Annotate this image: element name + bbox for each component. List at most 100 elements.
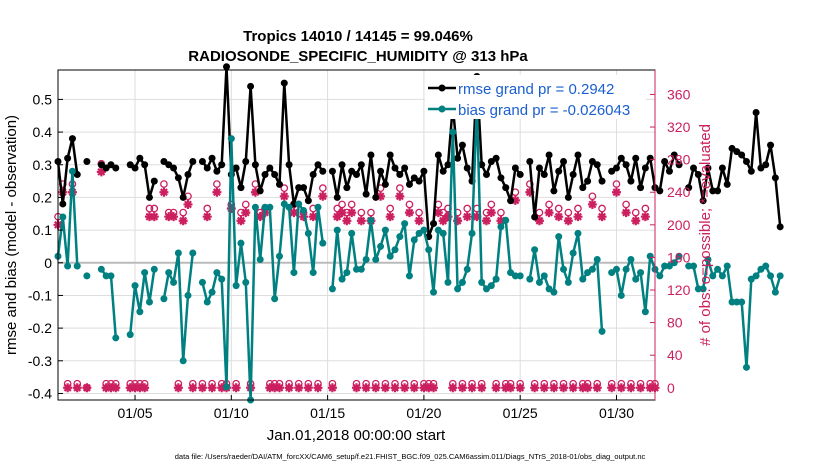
rmse-marker (401, 164, 409, 172)
bias-marker (661, 262, 669, 270)
x-tick-label: 01/10 (214, 405, 249, 421)
evaluated-marker (525, 187, 535, 197)
bias-marker (617, 291, 625, 299)
bias-marker (145, 298, 153, 306)
possible-marker (641, 204, 650, 213)
chart-title-line1: Tropics 14010 / 14145 = 99.046% (243, 28, 473, 45)
rmse-marker (256, 187, 264, 195)
evaluated-marker (404, 208, 414, 218)
bias-marker (232, 282, 240, 290)
bias-marker (704, 256, 712, 264)
rmse-marker (767, 141, 775, 149)
evaluated-marker (616, 383, 626, 393)
rmse-marker (632, 154, 640, 162)
bias-marker (256, 256, 264, 264)
evaluated-marker (472, 212, 482, 222)
bias-marker (641, 308, 649, 316)
bias-marker (174, 249, 182, 257)
evaluated-marker (140, 383, 150, 393)
evaluated-marker (621, 208, 631, 218)
rmse-marker (415, 177, 423, 185)
rmse-marker (232, 164, 240, 172)
possible-marker (318, 184, 327, 192)
y-right-tick-label: 240 (667, 184, 691, 200)
bias-marker (526, 275, 534, 283)
possible-marker (497, 208, 505, 217)
rmse-marker (747, 167, 755, 175)
bias-marker (598, 327, 606, 335)
x-axis: 01/05 01/10 01/15 01/20 01/25 01/30 (118, 395, 634, 421)
rmse-marker (141, 161, 149, 169)
rmse-marker (675, 161, 683, 169)
possible-marker (487, 200, 496, 209)
bias-marker (405, 272, 413, 280)
evaluated-marker (135, 383, 145, 393)
evaluated-marker (255, 212, 265, 222)
bias-marker (208, 288, 216, 296)
rmse-marker (564, 193, 572, 201)
rmse-marker (372, 193, 380, 201)
rmse-marker (261, 171, 269, 179)
bias-marker (714, 265, 722, 273)
rmse-marker (776, 223, 784, 231)
grid (58, 70, 655, 400)
bias-marker (535, 278, 543, 286)
rmse-marker (208, 154, 216, 162)
evaluated-marker (438, 216, 448, 226)
rmse-marker (526, 157, 534, 165)
x-tick-label: 01/15 (310, 405, 345, 421)
y-left-tick-label: 0.2 (33, 189, 53, 205)
evaluated-marker (111, 383, 121, 393)
evaluated-marker (409, 383, 419, 393)
bias-marker (656, 272, 664, 280)
rmse-marker (131, 164, 139, 172)
possible-marker (415, 208, 423, 217)
rmse-marker (771, 174, 779, 182)
rmse-marker (271, 171, 279, 179)
legend-rmse-marker (438, 84, 446, 92)
evaluated-marker (299, 212, 309, 222)
evaluated-marker (380, 383, 390, 393)
bias-marker (767, 272, 775, 280)
rmse-marker (742, 157, 750, 165)
bias-marker (637, 269, 645, 277)
y-left-tick-label: -0.2 (28, 320, 52, 336)
rmse-marker (136, 154, 144, 162)
possible-marker (386, 204, 395, 213)
evaluated-marker (640, 212, 650, 222)
bias-marker (497, 223, 505, 231)
possible-marker (145, 204, 154, 213)
y-left-tick-label: -0.1 (28, 287, 52, 303)
evaluated-marker (583, 383, 593, 393)
rmse-marker (540, 171, 548, 179)
evaluated-marker (481, 216, 491, 226)
rmse-marker (218, 161, 226, 169)
evaluated-marker (559, 383, 569, 393)
bias-marker (184, 291, 192, 299)
rmse-marker (622, 161, 630, 169)
rmse-marker (328, 167, 336, 175)
bias-marker (348, 229, 356, 237)
rmse-marker (690, 164, 698, 172)
bias-marker (102, 272, 110, 280)
evaluated-marker (506, 383, 516, 393)
rmse-marker (309, 171, 317, 179)
rmse-marker (531, 213, 539, 221)
evaluated-marker (332, 212, 342, 222)
evaluated-marker (63, 383, 73, 393)
evaluated-marker (477, 383, 487, 393)
bias-marker (588, 265, 596, 273)
bias-marker (468, 229, 476, 237)
rmse-marker (338, 161, 346, 169)
evaluated-marker (352, 383, 361, 393)
evaluated-marker (400, 383, 410, 393)
bias-marker (632, 275, 640, 283)
rmse-marker (285, 161, 293, 169)
bias-marker (550, 288, 558, 296)
bias-marker (338, 275, 346, 283)
bias-marker (328, 285, 336, 293)
rmse-marker (641, 164, 649, 172)
rmse-marker (738, 151, 746, 159)
rmse-marker (723, 180, 731, 188)
rmse-marker (145, 193, 153, 201)
